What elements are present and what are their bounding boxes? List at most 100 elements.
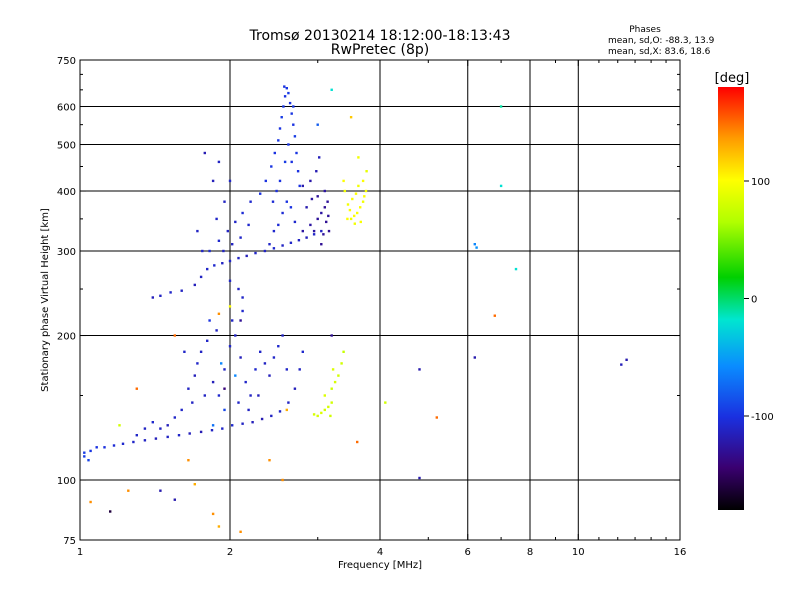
stats-o-mode: mean, sd,O: -88.3, 13.9 xyxy=(608,36,715,46)
data-point xyxy=(159,427,162,430)
data-point xyxy=(187,387,190,390)
data-point xyxy=(231,424,234,427)
data-point xyxy=(473,356,476,359)
data-point xyxy=(199,430,203,434)
stats-x-mode: mean, sd,X: 83.6, 18.6 xyxy=(608,47,711,57)
data-point xyxy=(281,244,284,247)
data-point xyxy=(323,394,326,397)
data-point xyxy=(384,401,387,404)
data-point xyxy=(118,424,121,427)
data-point xyxy=(281,211,284,215)
data-point xyxy=(323,408,326,412)
data-point xyxy=(203,394,206,397)
data-point xyxy=(356,211,359,215)
data-point xyxy=(473,243,476,246)
data-point xyxy=(263,362,267,365)
data-point xyxy=(89,500,92,504)
data-point xyxy=(337,374,340,377)
data-point xyxy=(87,459,90,462)
x-tick-label: 2 xyxy=(227,547,233,558)
data-point xyxy=(199,350,203,353)
data-point xyxy=(249,394,252,397)
data-point xyxy=(203,151,206,155)
data-point xyxy=(301,350,304,353)
y-tick-label: 750 xyxy=(57,56,76,67)
data-point xyxy=(330,401,333,404)
y-tick-label: 200 xyxy=(57,332,76,343)
data-point xyxy=(283,160,287,164)
data-point xyxy=(320,229,323,233)
data-point xyxy=(220,362,223,365)
data-point xyxy=(625,358,628,361)
data-point xyxy=(346,203,350,206)
data-point xyxy=(285,87,288,90)
data-point xyxy=(239,319,242,322)
data-point xyxy=(95,446,98,449)
data-point xyxy=(316,123,319,126)
data-point xyxy=(211,179,215,183)
data-point xyxy=(620,363,623,366)
data-point xyxy=(132,440,135,444)
data-point xyxy=(330,387,333,390)
data-point xyxy=(112,444,116,447)
data-point xyxy=(221,427,224,430)
data-point xyxy=(244,380,247,384)
data-point xyxy=(237,256,240,260)
data-point xyxy=(239,530,242,533)
data-point xyxy=(143,439,147,442)
data-point xyxy=(234,220,237,224)
x-axis-ticks: 1 2 4 6 8 10 16 xyxy=(77,60,686,558)
data-point xyxy=(357,184,360,188)
data-point xyxy=(247,223,250,227)
data-point xyxy=(351,197,354,201)
data-point xyxy=(249,200,252,203)
data-point xyxy=(361,179,365,183)
data-point xyxy=(277,139,280,142)
data-point xyxy=(89,449,92,453)
data-point xyxy=(173,334,176,337)
data-point xyxy=(221,262,224,265)
data-point xyxy=(346,217,349,221)
data-point xyxy=(193,483,196,486)
stats-heading: Phases xyxy=(629,25,661,35)
data-point xyxy=(154,437,158,440)
data-point xyxy=(169,291,172,294)
data-point xyxy=(187,459,190,462)
data-point xyxy=(296,170,300,173)
data-point xyxy=(330,88,333,91)
data-point xyxy=(278,127,282,130)
data-point xyxy=(318,156,321,159)
data-point xyxy=(268,374,271,377)
data-point xyxy=(201,249,204,253)
data-point xyxy=(159,294,162,297)
data-point xyxy=(245,254,248,258)
data-point xyxy=(251,421,254,424)
data-point xyxy=(514,267,518,271)
data-point xyxy=(305,206,308,209)
data-point xyxy=(127,489,130,492)
data-point xyxy=(312,229,316,233)
data-point xyxy=(326,200,329,203)
data-point xyxy=(196,362,199,365)
data-point xyxy=(329,414,332,418)
data-point xyxy=(173,498,176,501)
data-point xyxy=(327,229,331,233)
data-point xyxy=(222,249,225,253)
data-point xyxy=(357,156,360,159)
data-point xyxy=(340,362,343,365)
data-point xyxy=(226,229,229,233)
data-points xyxy=(83,85,628,533)
data-point xyxy=(342,179,345,183)
data-point xyxy=(217,312,221,315)
data-point xyxy=(349,217,353,221)
data-point xyxy=(359,220,362,224)
data-point xyxy=(180,408,183,412)
data-point xyxy=(280,116,283,119)
data-point xyxy=(199,275,203,279)
data-point xyxy=(151,296,154,299)
data-point xyxy=(356,440,359,444)
data-point xyxy=(418,476,421,480)
data-point xyxy=(343,189,346,193)
data-point xyxy=(273,151,276,155)
